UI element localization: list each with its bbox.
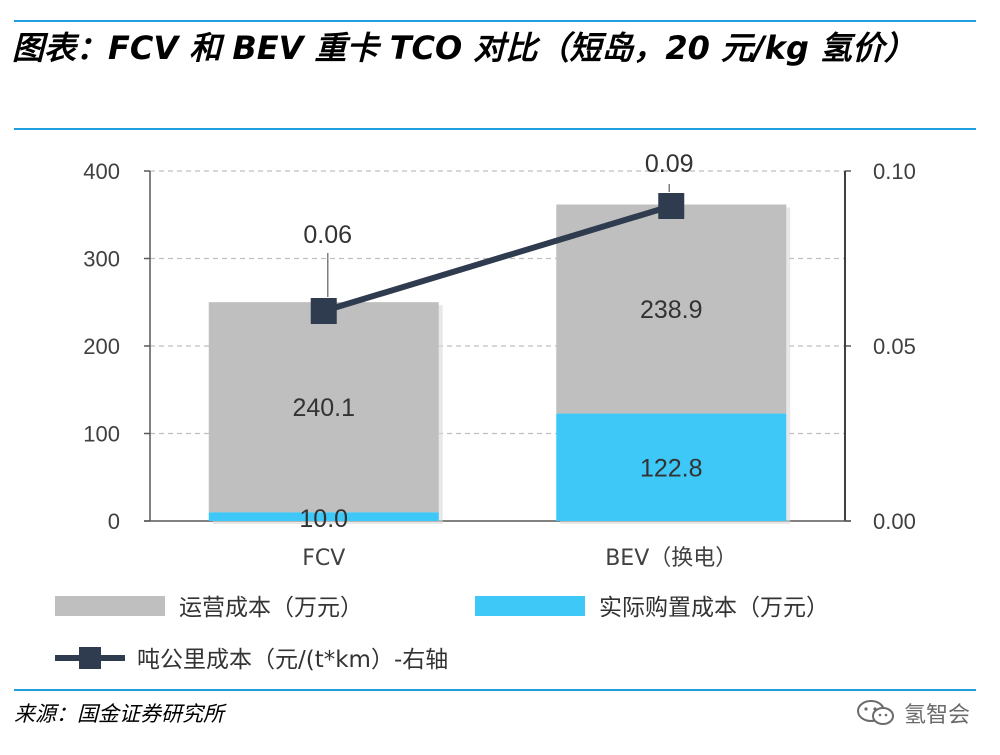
bar-data-label: 10.0 [299, 505, 348, 533]
y-tick-label: 200 [83, 334, 120, 359]
y2-tick-label: 0.10 [873, 159, 916, 184]
line-data-label: 0.09 [645, 150, 694, 178]
legend-label: 运营成本（万元） [179, 595, 363, 621]
bar-purchase [208, 512, 439, 521]
source-note: 来源：国金证券研究所 [14, 702, 224, 726]
bar-purchase [556, 413, 787, 521]
title-bottom-rule [14, 128, 976, 130]
bar-operating [208, 302, 439, 513]
bar-operating [556, 204, 787, 414]
line-marker [310, 298, 337, 324]
legend-label: 实际购置成本（万元） [599, 595, 829, 621]
line-tco-per-tkm [322, 203, 673, 314]
legend-label: 吨公里成本（元/(t*km）-右轴 [137, 647, 448, 673]
y-tick-label: 400 [83, 159, 120, 184]
y2-tick-label: 0.00 [873, 509, 916, 534]
x-tick-label: FCV [302, 546, 345, 571]
source-rule [14, 689, 976, 691]
bar-data-label: 122.8 [640, 454, 703, 482]
y-tick-label: 300 [83, 247, 120, 272]
legend-swatch [475, 596, 585, 616]
chart-area: 0 100 200 300 400 0.00 0.05 0.10 10.0 240.1 FCV 122… [55, 150, 916, 673]
line-data-label: 0.06 [303, 221, 352, 249]
legend-swatch [55, 596, 165, 616]
wechat-icon [856, 700, 894, 725]
y-tick-label: 100 [83, 422, 120, 447]
y2-tick-label: 0.05 [873, 334, 916, 359]
line-marker [658, 193, 685, 219]
watermark: 氢智会 [856, 697, 970, 729]
watermark-text: 氢智会 [903, 703, 970, 728]
x-tick-label: BEV（换电） [605, 546, 737, 571]
bar-data-label: 240.1 [292, 394, 355, 422]
y-tick-label: 0 [108, 509, 120, 534]
bar-data-label: 238.9 [640, 296, 703, 324]
title-top-rule [14, 20, 976, 22]
figure-title: 图表：FCV 和 BEV 重卡 TCO 对比（短岛，20 元/kg 氢价） [12, 29, 917, 67]
legend-line-marker [79, 647, 101, 669]
